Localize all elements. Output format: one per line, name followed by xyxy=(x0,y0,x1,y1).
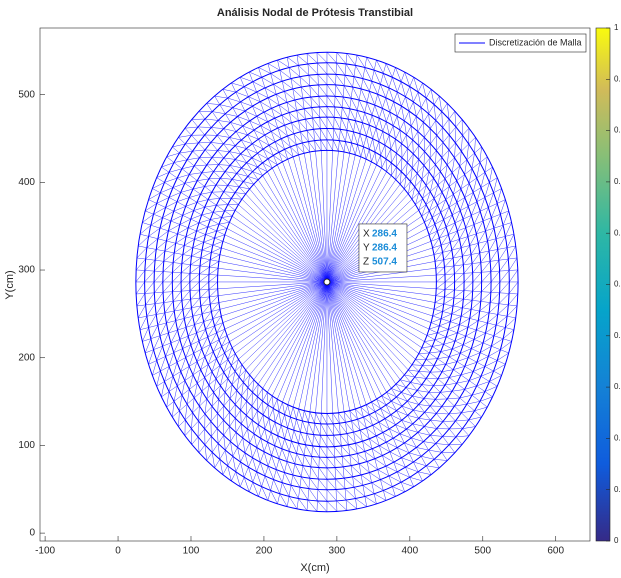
y-tick-label: 0 xyxy=(29,528,35,539)
y-tick-label: 500 xyxy=(18,89,35,100)
y-tick-label: 300 xyxy=(18,265,35,276)
colorbar-tick-label: 1 xyxy=(614,23,619,32)
x-tick-label: 500 xyxy=(474,546,491,557)
colorbar-tick-label: 0. xyxy=(614,434,621,443)
datatip-value: 507.4 xyxy=(372,257,397,268)
plot-area xyxy=(40,28,590,541)
x-tick-label: 400 xyxy=(401,546,418,557)
x-tick-label: -100 xyxy=(35,546,55,557)
y-tick-label: 100 xyxy=(18,440,35,451)
colorbar-tick-label: 0 xyxy=(614,536,619,545)
datatip-label: Z xyxy=(363,257,369,268)
x-tick-label: 300 xyxy=(329,546,346,557)
colorbar-tick-label: 0. xyxy=(614,485,621,494)
chart: Análisis Nodal de Prótesis Transtibial X… xyxy=(0,0,621,578)
legend: Discretización de Malla xyxy=(455,34,586,52)
x-tick-label: 0 xyxy=(115,546,121,557)
datatip-value: 286.4 xyxy=(372,243,397,254)
page: Análisis Nodal de Prótesis Transtibial X… xyxy=(0,0,621,578)
chart-title: Análisis Nodal de Prótesis Transtibial xyxy=(217,7,413,19)
datatip-label: X xyxy=(363,229,370,240)
colorbar-tick-label: 0. xyxy=(614,331,621,340)
colorbar-tick-label: 0. xyxy=(614,126,621,135)
y-tick-label: 200 xyxy=(18,352,35,363)
legend-label: Discretización de Malla xyxy=(489,37,582,47)
colorbar-tick-label: 0. xyxy=(614,177,621,186)
x-axis-label: X(cm) xyxy=(300,562,329,574)
datatip-value: 286.4 xyxy=(372,229,397,240)
x-tick-label: 600 xyxy=(547,546,564,557)
y-tick-label: 400 xyxy=(18,177,35,188)
x-tick-label: 100 xyxy=(183,546,200,557)
datatip-label: Y xyxy=(363,243,370,254)
colorbar-tick-label: 0. xyxy=(614,280,621,289)
x-tick-label: 200 xyxy=(256,546,273,557)
y-axis-label: Y(cm) xyxy=(4,270,16,299)
colorbar-tick-label: 0. xyxy=(614,228,621,237)
colorbar-tick-label: 0. xyxy=(614,74,621,83)
datatip-point xyxy=(324,279,330,285)
colorbar-tick-label: 0. xyxy=(614,382,621,391)
